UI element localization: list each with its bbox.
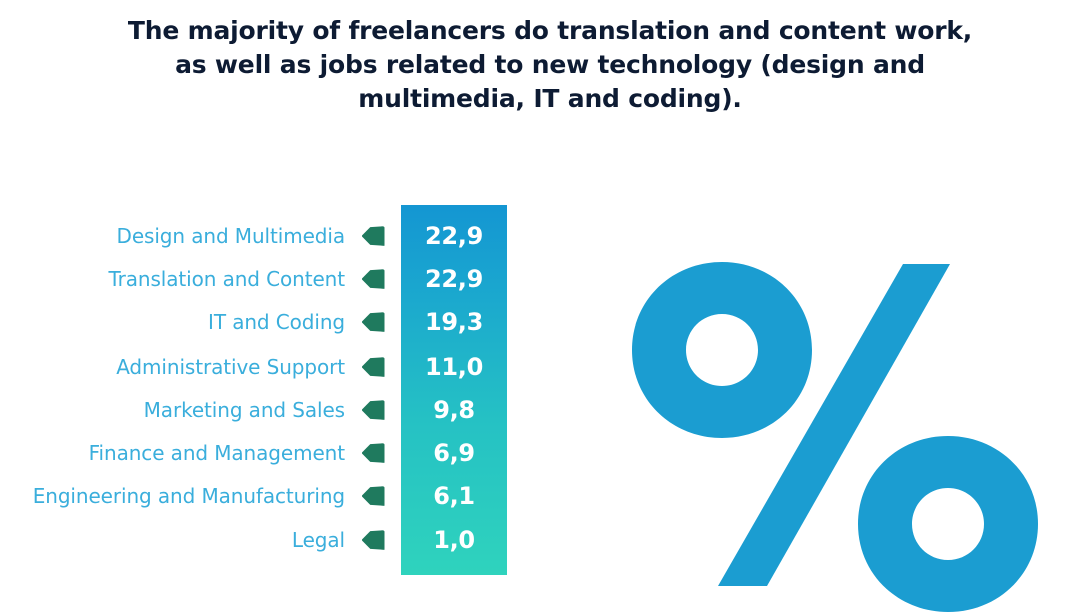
row-value: 6,9 [433, 439, 475, 467]
row-label: IT and Coding [208, 310, 345, 334]
row-marker [345, 486, 401, 507]
row-value: 6,1 [433, 482, 475, 510]
page-title: The majority of freelancers do translati… [127, 16, 973, 113]
row-value: 1,0 [433, 526, 475, 554]
table-row: Design and Multimedia 22,9 [0, 221, 520, 251]
triangle-left-icon [361, 226, 385, 246]
table-row: Translation and Content 22,9 [0, 264, 520, 294]
category-share-chart: Design and Multimedia 22,9 Translation a… [0, 205, 520, 577]
table-row: Administrative Support 11,0 [0, 352, 520, 382]
row-label: Finance and Management [88, 441, 346, 465]
row-value: 9,8 [433, 396, 475, 424]
row-marker [345, 226, 401, 247]
triangle-left-icon [361, 486, 385, 506]
row-marker [345, 357, 401, 378]
row-marker [345, 530, 401, 551]
percent-sign-icon [620, 250, 1050, 616]
value-gradient-panel [401, 205, 507, 575]
row-label: Design and Multimedia [116, 224, 346, 248]
row-marker [345, 443, 401, 464]
row-label: Translation and Content [108, 267, 345, 291]
row-label: Engineering and Manufacturing [32, 484, 345, 508]
row-label: Administrative Support [116, 355, 345, 379]
triangle-left-icon [361, 443, 385, 463]
row-value: 22,9 [424, 222, 483, 250]
row-value: 22,9 [424, 265, 483, 293]
triangle-left-icon [361, 269, 385, 289]
row-value: 11,0 [424, 353, 483, 381]
table-row: IT and Coding 19,3 [0, 307, 520, 337]
triangle-left-icon [361, 400, 385, 420]
row-value: 19,3 [424, 308, 483, 336]
row-marker [345, 269, 401, 290]
row-marker [345, 400, 401, 421]
row-marker [345, 312, 401, 333]
row-label: Legal [291, 528, 345, 552]
row-label: Marketing and Sales [143, 398, 345, 422]
table-row: Engineering and Manufacturing 6,1 [0, 481, 520, 511]
triangle-left-icon [361, 357, 385, 377]
triangle-left-icon [361, 312, 385, 332]
table-row: Marketing and Sales 9,8 [0, 395, 520, 425]
table-row: Finance and Management 6,9 [0, 438, 520, 468]
triangle-left-icon [361, 530, 385, 550]
table-row: Legal 1,0 [0, 525, 520, 555]
